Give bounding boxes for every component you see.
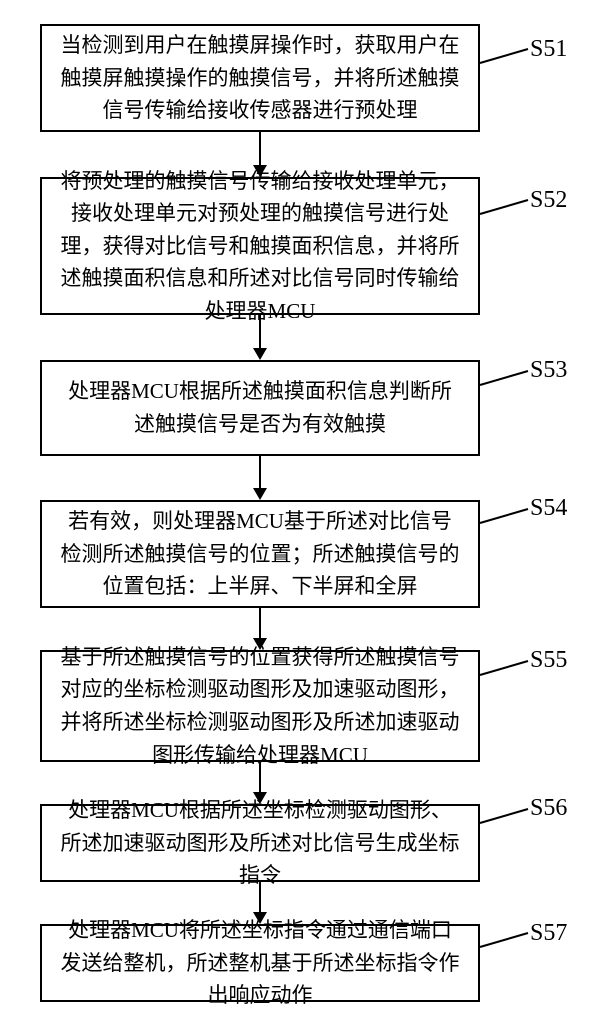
step-box-s55: 基于所述触摸信号的位置获得所述触摸信号对应的坐标检测驱动图形及加速驱动图形，并将… <box>40 650 480 762</box>
step-text: 处理器MCU将所述坐标指令通过通信端口发送给整机，所述整机基于所述坐标指令作出响… <box>60 914 460 1012</box>
step-text: 当检测到用户在触摸屏操作时，获取用户在触摸屏触摸操作的触摸信号，并将所述触摸信号… <box>60 29 460 127</box>
label-lead-line <box>480 660 529 676</box>
step-label-s55: S55 <box>530 647 567 674</box>
step-label-s52: S52 <box>530 187 567 214</box>
label-lead-line <box>480 48 529 64</box>
step-label-s51: S51 <box>530 36 567 63</box>
label-lead-line <box>480 370 529 386</box>
step-text: 将预处理的触摸信号传输给接收处理单元，接收处理单元对预处理的触摸信号进行处理，获… <box>60 165 460 328</box>
step-label-s54: S54 <box>530 495 567 522</box>
step-box-s52: 将预处理的触摸信号传输给接收处理单元，接收处理单元对预处理的触摸信号进行处理，获… <box>40 177 480 315</box>
step-box-s57: 处理器MCU将所述坐标指令通过通信端口发送给整机，所述整机基于所述坐标指令作出响… <box>40 924 480 1002</box>
step-text: 处理器MCU根据所述坐标检测驱动图形、所述加速驱动图形及所述对比信号生成坐标指令 <box>60 794 460 892</box>
flow-arrow-head-icon <box>253 792 267 804</box>
label-lead-line <box>480 199 529 215</box>
flow-arrow-head-icon <box>253 488 267 500</box>
step-box-s54: 若有效，则处理器MCU基于所述对比信号检测所述触摸信号的位置；所述触摸信号的位置… <box>40 500 480 608</box>
step-text: 基于所述触摸信号的位置获得所述触摸信号对应的坐标检测驱动图形及加速驱动图形，并将… <box>60 641 460 771</box>
flowchart-canvas: { "layout": { "canvas": { "width": 615, … <box>0 0 615 1000</box>
step-label-s57: S57 <box>530 920 567 947</box>
label-lead-line <box>480 508 529 524</box>
flow-arrow-line <box>259 132 261 165</box>
flow-arrow-head-icon <box>253 638 267 650</box>
flow-arrow-line <box>259 608 261 638</box>
flow-arrow-head-icon <box>253 912 267 924</box>
flow-arrow-line <box>259 882 261 912</box>
step-box-s51: 当检测到用户在触摸屏操作时，获取用户在触摸屏触摸操作的触摸信号，并将所述触摸信号… <box>40 24 480 132</box>
step-box-s53: 处理器MCU根据所述触摸面积信息判断所述触摸信号是否为有效触摸 <box>40 360 480 456</box>
step-label-s56: S56 <box>530 795 567 822</box>
label-lead-line <box>480 932 529 948</box>
flow-arrow-head-icon <box>253 348 267 360</box>
flow-arrow-head-icon <box>253 165 267 177</box>
step-text: 若有效，则处理器MCU基于所述对比信号检测所述触摸信号的位置；所述触摸信号的位置… <box>60 505 460 603</box>
step-text: 处理器MCU根据所述触摸面积信息判断所述触摸信号是否为有效触摸 <box>60 375 460 440</box>
flow-arrow-line <box>259 456 261 488</box>
label-lead-line <box>480 808 529 824</box>
step-label-s53: S53 <box>530 357 567 384</box>
step-box-s56: 处理器MCU根据所述坐标检测驱动图形、所述加速驱动图形及所述对比信号生成坐标指令 <box>40 804 480 882</box>
flow-arrow-line <box>259 762 261 792</box>
flow-arrow-line <box>259 315 261 348</box>
